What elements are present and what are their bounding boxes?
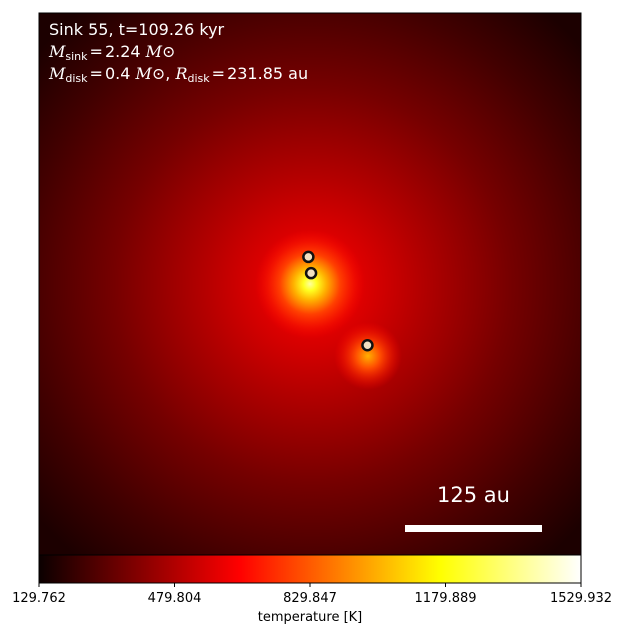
disk-mass-value: 0.4 <box>104 64 131 83</box>
title-comma: , <box>165 64 171 83</box>
scale-bar-label: 125 au <box>437 483 510 507</box>
title-sink-time: Sink 55, t=109.26 kyr <box>49 20 225 39</box>
colorbar-gradient <box>39 555 581 583</box>
sink-mass-value: 2.24 <box>104 42 141 61</box>
heatmap-panel <box>38 12 582 556</box>
disk-radius-value: 231.85 <box>227 64 284 83</box>
colorbar-tick-label-4: 1529.932 <box>549 591 613 606</box>
sink-marker-2 <box>304 266 318 280</box>
sink-mass-symbol: M <box>49 42 66 61</box>
colorbar-ticks <box>38 583 582 587</box>
disk-radius-unit: au <box>288 64 309 83</box>
title-disk-props: Mdisk = 0.4 M⊙, Rdisk = 231.85 au <box>49 64 308 89</box>
disk-mass-unit: M⊙ <box>135 64 166 83</box>
disk-mass-symbol: M <box>49 64 66 83</box>
scale-bar <box>405 525 542 532</box>
disk-radius-symbol: R <box>175 64 188 83</box>
sink-mass-equals: = <box>89 42 103 61</box>
sink-mass-unit: M⊙ <box>145 42 176 61</box>
colorbar-label: temperature [K] <box>257 610 363 625</box>
sink-markers <box>302 250 374 352</box>
disk-radius-sub: disk <box>187 72 210 85</box>
heat-spot-primary <box>255 229 365 339</box>
disk-mass-sub: disk <box>65 72 88 85</box>
disk-radius-equals: = <box>211 64 226 83</box>
colorbar-tick-label-2: 829.847 <box>283 591 337 606</box>
title-sink-mass: Msink = 2.24 M⊙ <box>49 42 175 67</box>
colorbar-tick-label-1: 479.804 <box>147 591 202 606</box>
sink-mass-sub: sink <box>65 50 88 63</box>
sink-marker-1 <box>302 250 315 264</box>
colorbar-tick-label-3: 1179.889 <box>414 591 477 606</box>
sink-marker-3 <box>361 338 374 352</box>
colorbar <box>38 554 582 587</box>
disk-mass-equals: = <box>89 64 103 83</box>
colorbar-tick-label-0: 129.762 <box>12 591 66 606</box>
heat-spot-secondary <box>334 322 402 390</box>
